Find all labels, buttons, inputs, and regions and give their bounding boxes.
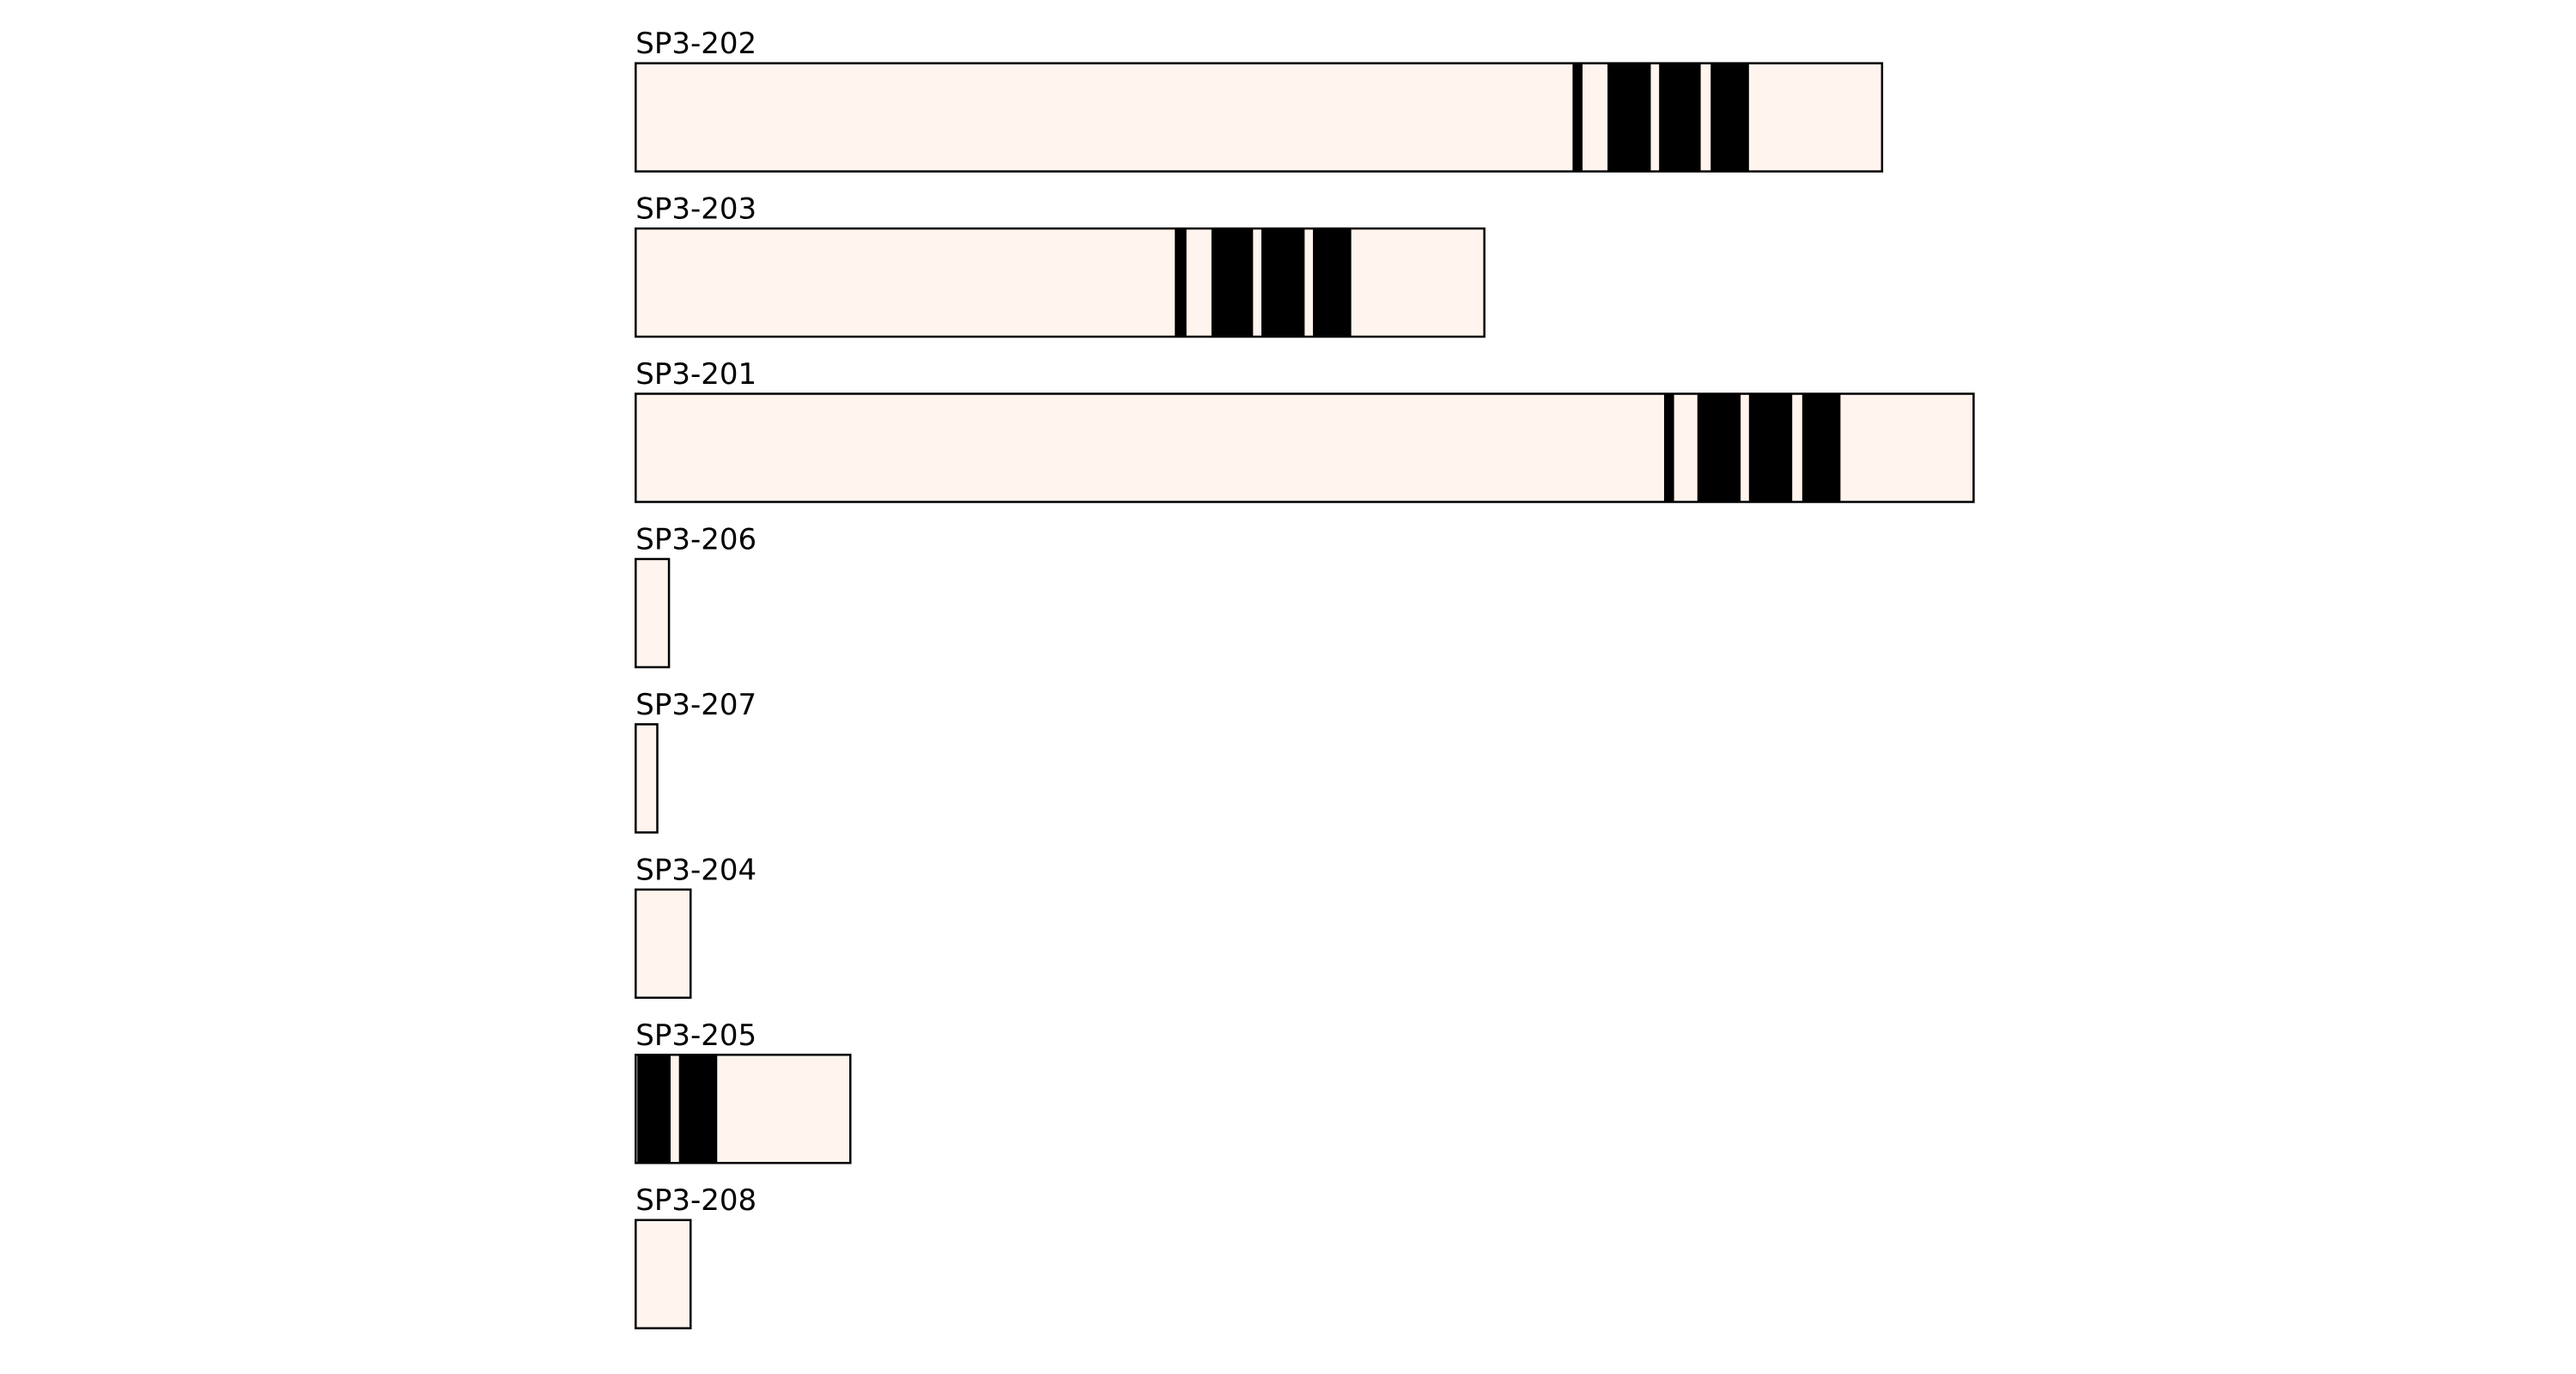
band bbox=[678, 1055, 718, 1164]
track-label: SP3-207 bbox=[635, 688, 756, 722]
band bbox=[1211, 228, 1254, 337]
track-box bbox=[635, 723, 659, 834]
band bbox=[1663, 393, 1674, 502]
band bbox=[1710, 63, 1749, 172]
band bbox=[1261, 228, 1305, 337]
track-label: SP3-202 bbox=[635, 27, 756, 61]
band bbox=[1748, 393, 1793, 502]
band bbox=[1175, 228, 1187, 337]
band bbox=[1659, 63, 1701, 172]
track-box bbox=[635, 1219, 692, 1329]
band bbox=[1801, 393, 1841, 502]
band bbox=[637, 1055, 671, 1164]
track-box bbox=[635, 227, 1485, 338]
track-label: SP3-206 bbox=[635, 522, 756, 556]
band bbox=[1572, 63, 1583, 172]
band bbox=[1313, 228, 1352, 337]
track-label: SP3-204 bbox=[635, 853, 756, 887]
track-box bbox=[635, 557, 671, 669]
track-box bbox=[635, 1054, 852, 1164]
track-label: SP3-203 bbox=[635, 192, 756, 227]
band bbox=[1607, 63, 1651, 172]
track-label: SP3-205 bbox=[635, 1018, 756, 1053]
track-label: SP3-201 bbox=[635, 357, 756, 392]
band bbox=[1697, 393, 1741, 502]
track-box bbox=[635, 888, 692, 1000]
track-label: SP3-208 bbox=[635, 1183, 756, 1218]
